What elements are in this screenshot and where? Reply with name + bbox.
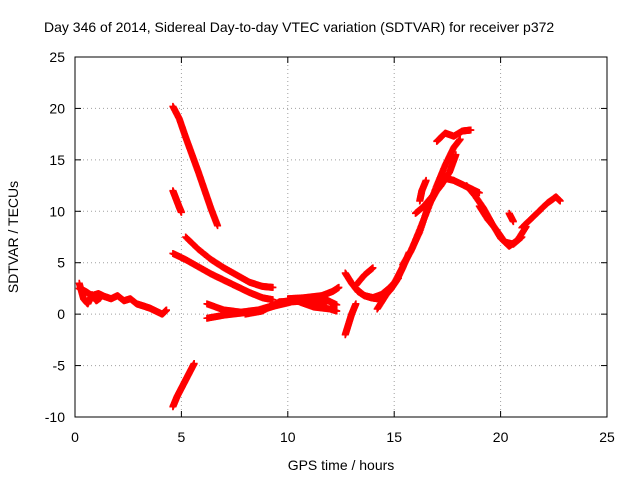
data-series-segment: [341, 300, 360, 339]
data-point: [177, 208, 185, 216]
grid: [75, 57, 607, 417]
data-series-segment: [416, 176, 430, 205]
data-series-segment: [169, 249, 277, 304]
data-point: [556, 197, 564, 205]
chart-title: Day 346 of 2014, Sidereal Day-to-day VTE…: [44, 19, 554, 35]
data-series-segment: [169, 360, 198, 411]
data-series-segment: [518, 193, 564, 232]
y-tick-label: 10: [49, 203, 65, 219]
x-tick-label: 25: [599, 429, 615, 445]
data-series-segment: [284, 283, 343, 303]
data-point: [369, 264, 377, 272]
data-point: [97, 294, 105, 302]
x-axis-ticks: 0 5 10 15 20 25: [71, 57, 615, 445]
data-series-segment: [75, 279, 105, 308]
data-point: [190, 360, 198, 368]
data-point: [333, 301, 341, 309]
data-point: [163, 306, 171, 314]
data-point: [509, 218, 517, 226]
y-tick-label: 20: [49, 100, 65, 116]
x-tick-label: 20: [493, 429, 509, 445]
data-series-segment: [505, 209, 517, 226]
data-series-segment: [182, 233, 277, 291]
data-series-segment: [352, 264, 377, 289]
data-point: [269, 283, 277, 291]
x-tick-label: 15: [386, 429, 402, 445]
y-tick-label: 0: [57, 306, 65, 322]
y-tick-label: -10: [45, 409, 65, 425]
x-axis-label: GPS time / hours: [288, 457, 395, 473]
y-tick-label: 15: [49, 152, 65, 168]
x-tick-label: 10: [280, 429, 296, 445]
data-point: [422, 176, 430, 184]
plot-frame: [74, 56, 608, 418]
data-point: [467, 126, 475, 134]
data-point: [452, 151, 460, 159]
y-axis-label: SDTVAR / TECUs: [5, 181, 21, 293]
y-axis-ticks: -10 -5 0 5 10 15 20 25: [45, 49, 607, 425]
data-series-segment: [411, 151, 460, 217]
data-point: [214, 222, 222, 230]
data-point: [475, 189, 483, 197]
data-series-segment: [475, 202, 526, 248]
y-tick-label: 25: [49, 49, 65, 65]
x-tick-label: 5: [178, 429, 186, 445]
data-point: [456, 135, 464, 143]
y-tick-label: -5: [53, 358, 66, 374]
data-point: [352, 300, 360, 308]
data-point: [518, 233, 526, 241]
data-markers: [75, 102, 564, 411]
x-tick-label: 0: [71, 429, 79, 445]
data-point: [335, 283, 343, 291]
data-point: [333, 307, 341, 315]
y-tick-label: 5: [57, 255, 65, 271]
data-series-segment: [433, 126, 475, 145]
data-series-segment: [169, 187, 185, 216]
data-series-segment: [169, 102, 222, 230]
